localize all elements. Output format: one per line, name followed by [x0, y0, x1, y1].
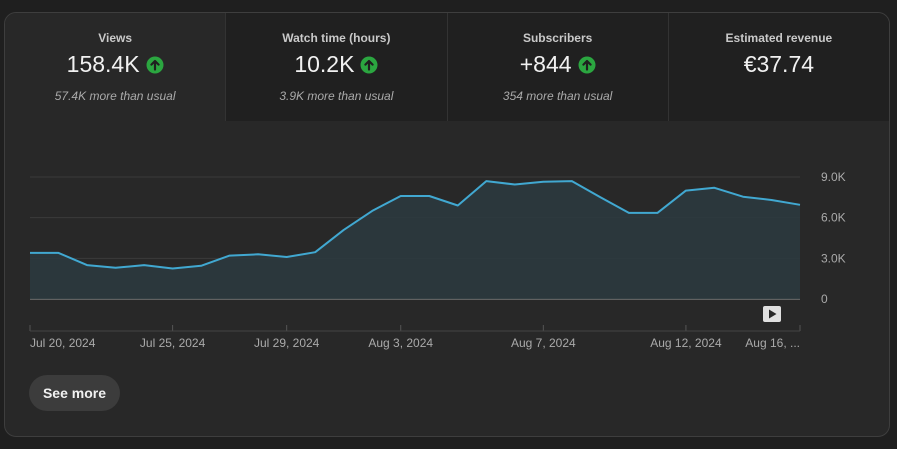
x-tick-label: Aug 3, 2024	[368, 336, 433, 350]
metric-label: Estimated revenue	[725, 31, 833, 45]
arrow-up-circle-icon	[360, 56, 378, 74]
metric-comparison: 354 more than usual	[502, 89, 613, 103]
y-tick-label: 0	[821, 292, 828, 306]
see-more-button[interactable]: See more	[29, 375, 120, 411]
metric-comparison: 3.9K more than usual	[279, 89, 394, 103]
y-tick-label: 3.0K	[821, 251, 846, 265]
arrow-up-circle-icon	[578, 56, 596, 74]
metric-label: Watch time (hours)	[282, 31, 391, 45]
metric-label: Subscribers	[522, 31, 593, 45]
x-tick-label: Aug 7, 2024	[511, 336, 576, 350]
analytics-card: Views 158.4K 57.4K more than usual Watch…	[4, 12, 890, 437]
metric-tab-subscribers[interactable]: Subscribers +844 354 more than usual	[447, 13, 669, 121]
metrics-tabs: Views 158.4K 57.4K more than usual Watch…	[5, 13, 889, 121]
x-tick-label: Jul 20, 2024	[30, 336, 96, 350]
chart-series-line	[30, 180, 801, 270]
x-tick-label: Aug 16, ...	[745, 336, 800, 350]
metric-comparison: 57.4K more than usual	[54, 89, 176, 103]
views-chart: 0 3.0K 6.0K 9.0K Jul 20, 2024 Jul 25, 2024 Ju…	[29, 170, 846, 350]
metric-value: +844	[519, 51, 572, 77]
y-tick-label: 9.0K	[821, 170, 846, 184]
metric-value: 10.2K	[294, 51, 355, 77]
metric-tab-revenue[interactable]: Estimated revenue €37.74	[668, 13, 889, 121]
metric-tab-views[interactable]: Views 158.4K 57.4K more than usual	[5, 13, 227, 121]
metric-value: €37.74	[743, 51, 815, 77]
x-tick-label: Jul 25, 2024	[140, 336, 206, 350]
x-tick-label: Jul 29, 2024	[254, 336, 320, 350]
x-tick-label: Aug 12, 2024	[650, 336, 722, 350]
arrow-up-circle-icon	[146, 56, 164, 74]
metric-value: 158.4K	[66, 51, 140, 77]
metric-tab-watch-time[interactable]: Watch time (hours) 10.2K 3.9K more than …	[226, 13, 448, 121]
y-tick-label: 6.0K	[821, 211, 846, 225]
play-icon[interactable]	[763, 306, 781, 322]
metric-label: Views	[98, 31, 133, 45]
chart-area-fill	[30, 181, 800, 299]
